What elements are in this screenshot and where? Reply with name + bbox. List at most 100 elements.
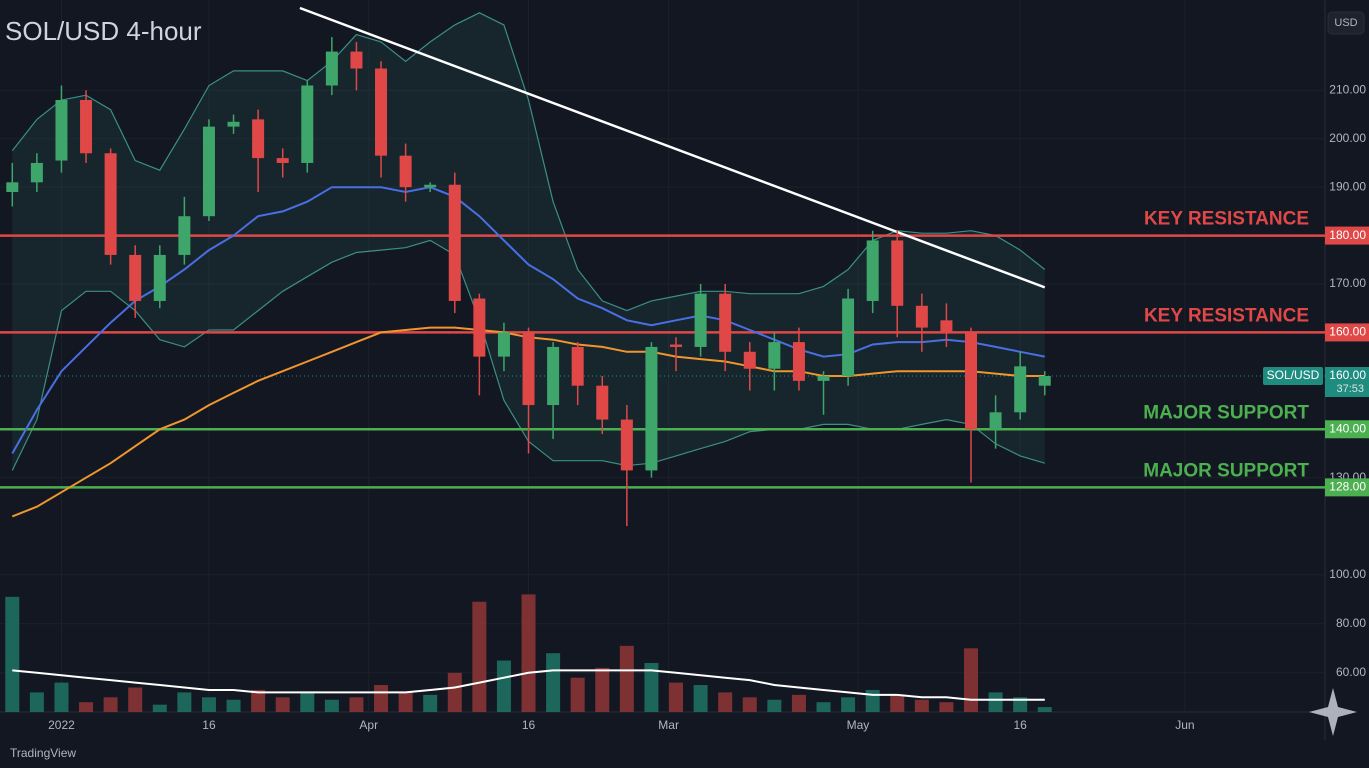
candle-body	[743, 351, 756, 369]
candle-body	[325, 51, 338, 86]
volume-bar	[939, 702, 954, 712]
candle-body	[989, 412, 1002, 430]
x-tick-label: 16	[522, 718, 536, 732]
axis-layer: 2022 16 Apr 16 Mar May 16 Jun 210.00 200.00 190.00…	[48, 82, 1369, 732]
candle-body	[620, 419, 633, 471]
level-tag-label: 128.00	[1329, 480, 1366, 494]
x-tick-label: Apr	[359, 718, 378, 732]
currency-label[interactable]: USD	[1334, 17, 1357, 29]
candle-body	[719, 293, 732, 352]
candle-body	[301, 85, 314, 163]
candle-body	[891, 240, 904, 306]
volume-bar	[226, 699, 241, 712]
volume-bar	[570, 677, 585, 712]
candle-body	[571, 346, 584, 386]
volume-layer	[5, 594, 1052, 712]
candle-body	[129, 254, 142, 301]
candles-layer	[6, 37, 1051, 527]
y-tick-label: 210.00	[1329, 82, 1366, 96]
volume-bar	[496, 660, 511, 712]
candle-body	[424, 184, 437, 188]
volume-bar	[816, 702, 831, 712]
level-tag	[1325, 420, 1369, 439]
candle-body	[645, 346, 658, 471]
candle-body	[80, 100, 93, 154]
level-text: MAJOR SUPPORT	[1143, 402, 1309, 423]
x-tick-label: Mar	[658, 718, 679, 732]
volume-bar	[201, 697, 216, 712]
volume-bar	[324, 699, 339, 712]
volume-bar	[841, 697, 856, 712]
trend-line	[299, 6, 1046, 289]
candle-body	[768, 342, 781, 369]
x-tick-label: Jun	[1175, 718, 1194, 732]
volume-bar	[988, 692, 1003, 712]
candle-body	[866, 240, 879, 301]
volume-bar	[521, 594, 536, 712]
candle-body	[547, 346, 560, 406]
candle-body	[940, 320, 953, 333]
y-tick-label: 190.00	[1329, 179, 1366, 193]
x-tick-label: 2022	[48, 718, 75, 732]
volume-bar	[619, 645, 634, 712]
volume-bar	[1013, 697, 1028, 712]
sparkle-icon	[1309, 688, 1357, 736]
candle-body	[670, 344, 683, 347]
volume-bar	[103, 697, 118, 712]
volume-bar	[29, 692, 44, 712]
candle-body	[473, 298, 486, 357]
volume-tick-label: 80.00	[1336, 616, 1366, 630]
volume-bar	[718, 692, 733, 712]
candle-body	[1038, 376, 1051, 386]
volume-tick-label: 100.00	[1329, 567, 1366, 581]
y-tick-label: 170.00	[1329, 276, 1366, 290]
volume-bar	[767, 699, 782, 712]
volume-bar	[300, 692, 315, 712]
volume-bar	[669, 682, 684, 712]
volume-ma	[12, 669, 1045, 701]
level-tag	[1325, 323, 1369, 342]
symbol-tag	[1263, 367, 1323, 385]
candle-body	[30, 162, 43, 183]
volume-bar	[374, 685, 389, 712]
watermark: TradingView	[10, 746, 76, 760]
y-tick-label: 200.00	[1329, 131, 1366, 145]
candle-body	[965, 332, 978, 430]
candle-body	[178, 216, 191, 255]
volume-bar	[54, 682, 69, 712]
volume-bar	[595, 667, 610, 712]
candle-body	[817, 376, 830, 381]
level-tag-label: 180.00	[1329, 228, 1366, 242]
currency-button[interactable]	[1327, 11, 1365, 35]
candle-body	[596, 385, 609, 420]
volume-bar	[152, 704, 167, 712]
moving-average	[11, 186, 1045, 454]
price-tag	[1325, 367, 1369, 397]
candle-body	[399, 155, 412, 188]
candle-body	[55, 100, 68, 161]
candle-body	[276, 158, 289, 163]
volume-bar	[964, 648, 979, 712]
volume-bar	[742, 697, 757, 712]
volume-bar	[791, 694, 806, 712]
candle-body	[104, 153, 117, 255]
volume-bar	[546, 653, 561, 712]
volume-bar	[128, 687, 143, 712]
level-tag	[1325, 478, 1369, 497]
volume-bar	[890, 694, 905, 712]
volume-bar	[79, 702, 94, 712]
candle-body	[202, 126, 215, 217]
volume-bar	[349, 697, 364, 712]
candle-body	[375, 68, 388, 156]
candle-body	[252, 119, 265, 159]
volume-bar	[1037, 707, 1052, 712]
candle-body	[6, 182, 19, 192]
x-tick-label: 16	[202, 718, 216, 732]
candle-body	[694, 293, 707, 347]
volume-bar	[447, 672, 462, 712]
candle-body	[350, 51, 363, 69]
chart-title: SOL/USD 4-hour	[5, 16, 202, 46]
volume-bar	[275, 697, 290, 712]
candle-body	[522, 332, 535, 406]
